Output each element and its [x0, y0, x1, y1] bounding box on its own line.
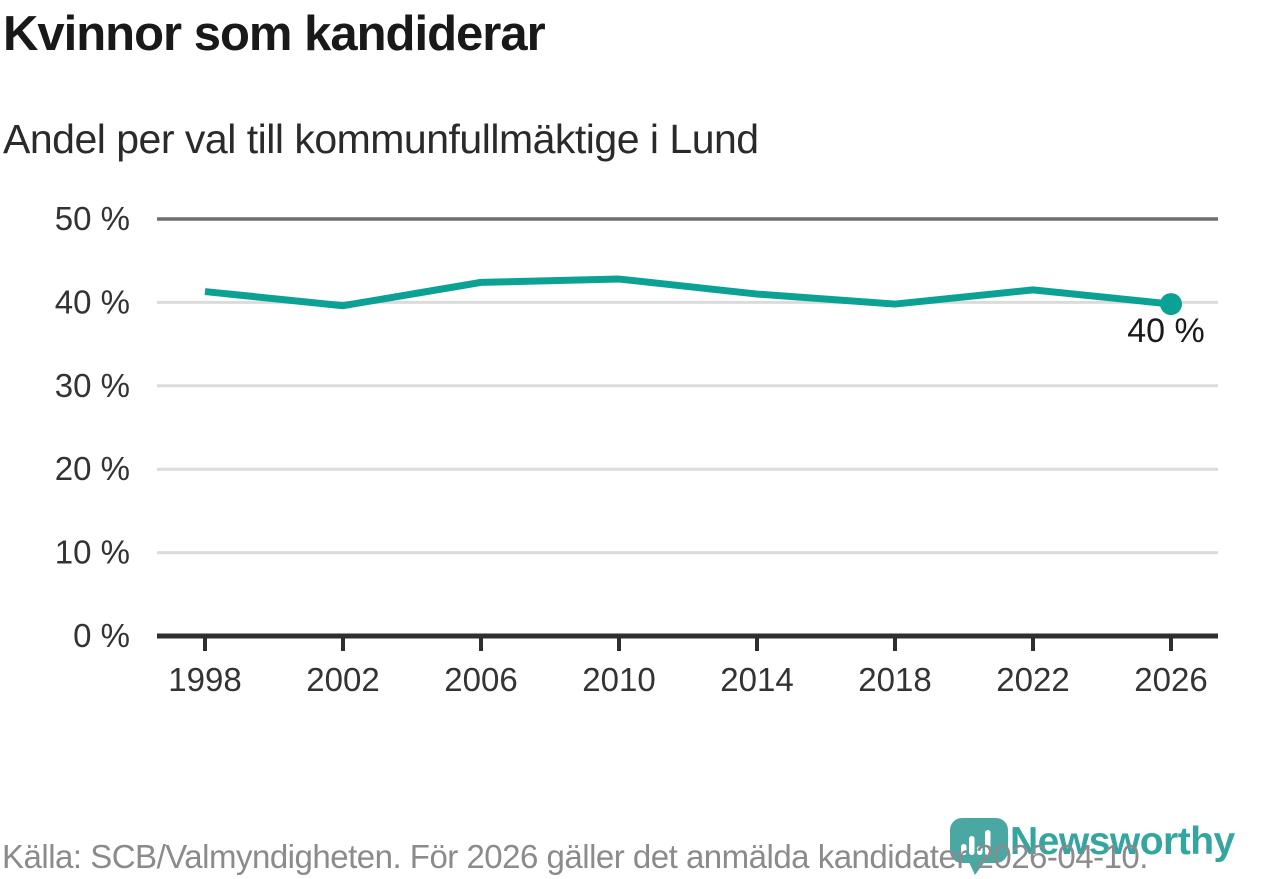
x-tick-label: 1998 — [168, 661, 241, 698]
x-tick-label: 2002 — [306, 661, 379, 698]
page-title: Kvinnor som kandiderar — [3, 7, 546, 61]
x-tick-label: 2010 — [582, 661, 655, 698]
y-tick-label: 50 % — [55, 200, 130, 237]
speech-bubble-tail — [968, 860, 986, 875]
brand-name: Newsworthy — [1010, 820, 1235, 863]
x-tick-label: 2018 — [858, 661, 931, 698]
x-tick-label: 2026 — [1134, 661, 1207, 698]
source-note: Källa: SCB/Valmyndigheten. För 2026 gäll… — [2, 838, 1148, 875]
y-tick-label: 40 % — [55, 283, 130, 320]
logo-bar — [977, 846, 983, 855]
logo-bar — [961, 844, 967, 855]
x-tick-label: 2022 — [996, 661, 1069, 698]
x-tick-label: 2014 — [720, 661, 793, 698]
end-point-dot — [1160, 293, 1182, 316]
y-tick-label: 10 % — [55, 534, 130, 571]
newsworthy-logo-icon — [950, 818, 1008, 875]
logo-bar — [969, 836, 975, 855]
x-tick-label: 2006 — [444, 661, 517, 698]
y-tick-label: 30 % — [55, 367, 130, 404]
data-line — [204, 275, 1172, 310]
y-tick-label: 0 % — [73, 617, 130, 654]
line-chart: 0 % 10 % 20 % 30 % 40 % 50 % 1998 2002 2006 2010 2… — [55, 200, 1218, 698]
y-tick-label: 20 % — [55, 450, 130, 487]
end-value-label: 40 % — [1127, 312, 1205, 350]
page-subtitle: Andel per val till kommunfullmäktige i L… — [3, 116, 759, 162]
logo-bar — [985, 830, 991, 855]
